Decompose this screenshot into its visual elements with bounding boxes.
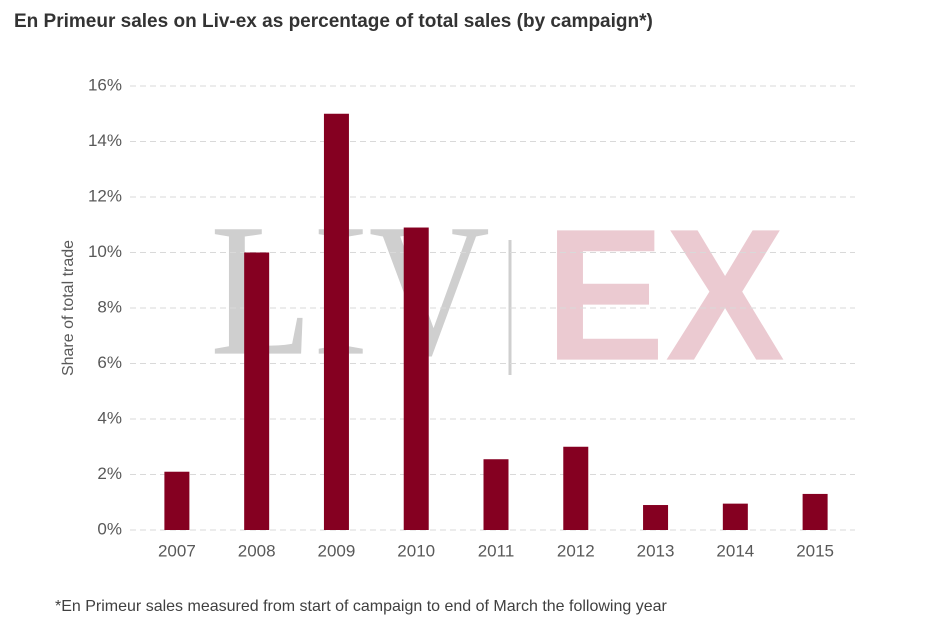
bar — [563, 446, 589, 530]
bar — [483, 459, 509, 530]
y-tick-label: 12% — [88, 186, 122, 205]
y-tick-label: 2% — [97, 464, 122, 483]
bar — [323, 113, 349, 530]
footnote: *En Primeur sales measured from start of… — [55, 598, 668, 615]
x-tick-label: 2011 — [478, 541, 515, 560]
y-tick-label: 6% — [97, 353, 122, 372]
y-tick-label: 0% — [97, 519, 122, 538]
x-tick-label: 2013 — [637, 541, 675, 560]
chart-title: En Primeur sales on Liv-ex as percentage… — [14, 11, 653, 32]
y-tick-label: 8% — [97, 297, 122, 316]
y-tick-label: 14% — [88, 131, 122, 150]
bar — [722, 503, 748, 530]
x-tick-label: 2010 — [397, 541, 435, 560]
x-tick-label: 2012 — [557, 541, 595, 560]
bar — [164, 471, 190, 530]
y-tick-label: 4% — [97, 408, 122, 427]
bar — [244, 252, 270, 530]
bar — [643, 505, 669, 530]
bar — [802, 493, 828, 530]
y-axis-label: Share of total trade — [60, 240, 77, 376]
x-tick-label: 2009 — [318, 541, 356, 560]
y-tick-label: 10% — [88, 242, 122, 261]
x-tick-label: 2014 — [716, 541, 754, 560]
x-tick-label: 2015 — [796, 541, 834, 560]
bar — [403, 227, 429, 530]
x-tick-label: 2007 — [158, 541, 196, 560]
y-tick-label: 16% — [88, 75, 122, 94]
watermark: EX — [545, 190, 785, 400]
x-tick-label: 2008 — [238, 541, 276, 560]
